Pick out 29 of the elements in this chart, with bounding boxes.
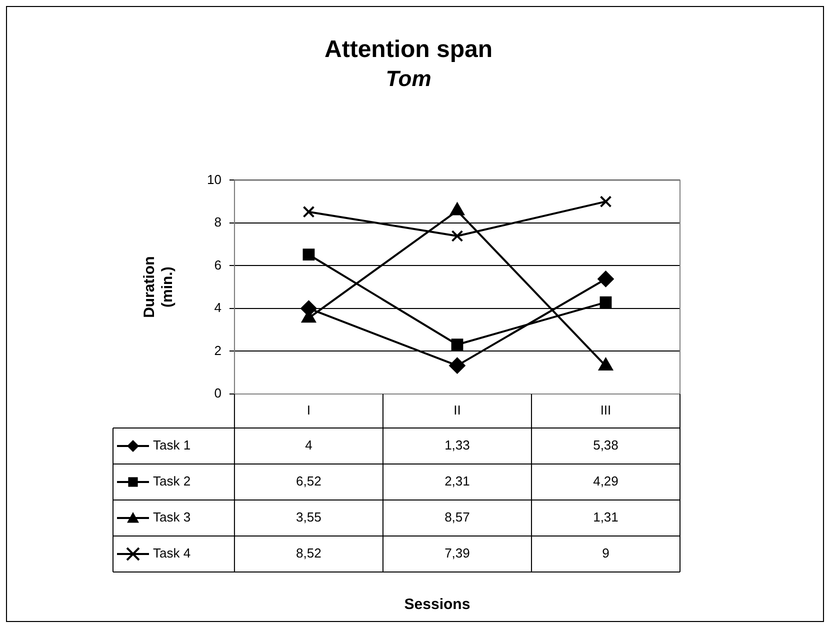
legend-label: Task 4 <box>153 546 191 561</box>
data-label: 4 <box>305 438 312 453</box>
data-label: 6,52 <box>296 474 322 489</box>
data-label: 7,39 <box>444 546 470 561</box>
data-label: 3,55 <box>296 510 322 525</box>
chart-subtitle: Tom <box>386 66 432 92</box>
chart-title: Attention span <box>324 36 492 64</box>
y-tick-label: 10 <box>206 172 222 187</box>
y-tick-label: 8 <box>214 214 222 230</box>
data-label: 2,31 <box>444 474 470 489</box>
text: Sessions <box>404 596 470 614</box>
x-tick-label: I <box>306 402 311 418</box>
y-tick-label: 4 <box>214 300 222 316</box>
data-label: 8,52 <box>296 546 322 561</box>
data-label: 4,29 <box>593 474 618 489</box>
data-label: 1,31 <box>593 510 618 525</box>
y-tick-label: 2 <box>214 342 222 358</box>
x-tick-label: II <box>454 402 461 418</box>
x-tick-label: III <box>600 402 612 418</box>
data-label: 9 <box>602 546 610 561</box>
y-tick-label: 0 <box>214 386 222 401</box>
y-tick-label: 6 <box>214 257 222 272</box>
data-label: 8,57 <box>444 510 470 525</box>
legend-label: Task 3 <box>153 510 191 525</box>
y-axis-title: Duration (min.) <box>141 256 176 318</box>
legend-label: Task 1 <box>153 438 191 453</box>
data-label: 5,38 <box>593 438 618 453</box>
data-label: 1,33 <box>444 438 470 453</box>
legend-label: Task 2 <box>153 474 191 489</box>
